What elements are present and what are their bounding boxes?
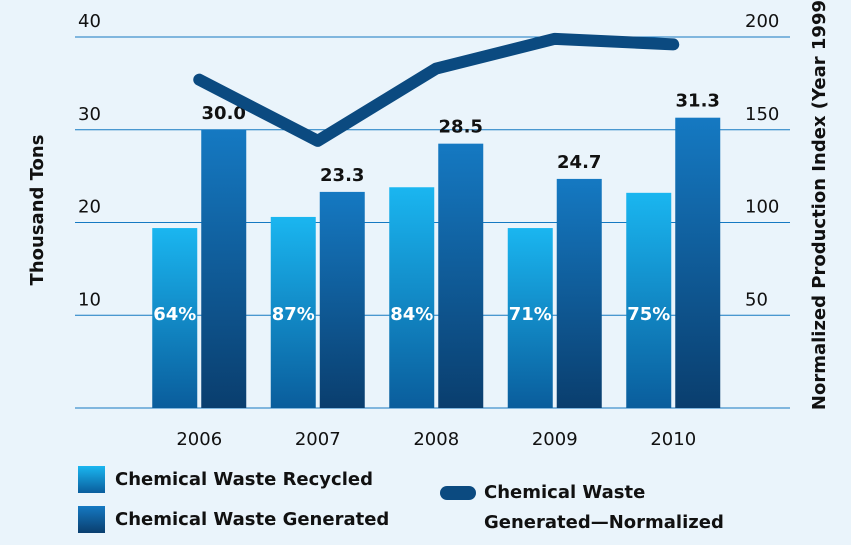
y-tick-label: 40: [78, 11, 101, 32]
percent-label: 71%: [509, 304, 552, 325]
bar: [556, 178, 602, 408]
x-tick-label: 2006: [176, 429, 222, 450]
y2-tick-label: 150: [745, 104, 779, 125]
legend-label: Chemical Waste Generated: [115, 509, 389, 530]
y2-tick-label: 200: [745, 11, 779, 32]
y-axis-title: Thousand Tons: [27, 135, 48, 286]
y2-tick-label: 50: [745, 289, 768, 310]
percent-label: 75%: [627, 304, 670, 325]
y-tick-label: 10: [78, 289, 101, 310]
value-label: 24.7: [557, 152, 601, 173]
bar: [626, 192, 672, 408]
y2-tick-label: 100: [745, 197, 779, 218]
y-tick-label: 20: [78, 197, 101, 218]
value-label: 31.3: [676, 91, 720, 112]
bar: [152, 228, 198, 408]
legend-label: Chemical Waste Generated—Normalized: [484, 482, 724, 533]
y-tick-label: 30: [78, 104, 101, 125]
value-label: 23.3: [320, 165, 364, 186]
percent-label: 87%: [272, 304, 315, 325]
bar: [507, 228, 553, 408]
bar: [438, 143, 484, 408]
legend-swatch: [78, 466, 105, 493]
percent-label: 84%: [390, 304, 433, 325]
bar: [201, 129, 247, 408]
x-tick-label: 2010: [650, 429, 696, 450]
x-tick-label: 2008: [413, 429, 459, 450]
bar: [270, 216, 316, 408]
value-label: 28.5: [439, 117, 483, 138]
bar: [675, 117, 721, 408]
y2-axis-title: Normalized Production Index (Year 1999: [809, 0, 830, 410]
line-series: [193, 32, 680, 147]
x-tick-label: 2009: [532, 429, 578, 450]
legend-label: Chemical Waste Recycled: [115, 469, 373, 490]
bar: [319, 191, 365, 408]
legend-swatch: [78, 506, 105, 533]
value-label: 30.0: [202, 103, 246, 124]
x-tick-label: 2007: [295, 429, 341, 450]
percent-label: 64%: [153, 304, 196, 325]
bar: [389, 187, 435, 408]
legend-swatch: [440, 486, 476, 500]
